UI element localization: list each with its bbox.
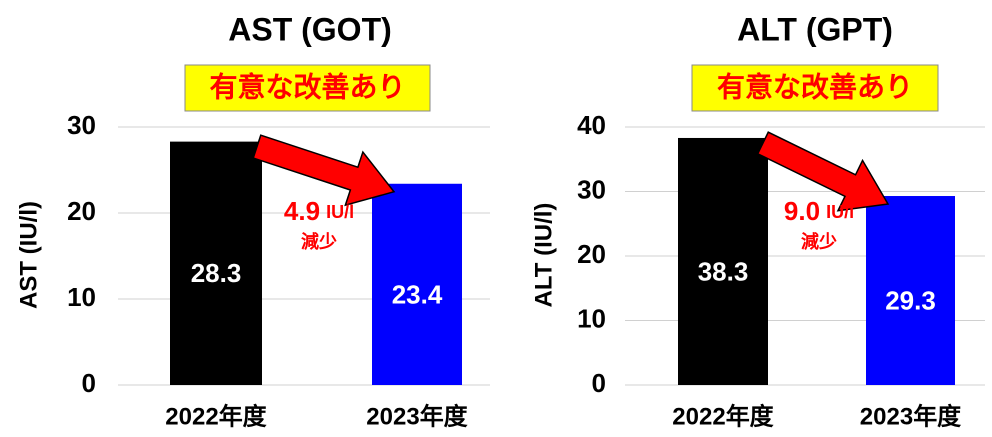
difference: 9.0 IU/l — [784, 196, 854, 226]
x-tick-label: 2022年度 — [165, 402, 267, 430]
x-tick-label: 2023年度 — [366, 402, 468, 430]
difference-value: 4.9 — [284, 196, 320, 226]
arrow — [756, 131, 890, 212]
y-tick-label: 20 — [577, 239, 606, 269]
y-tick-label: 40 — [577, 110, 606, 140]
difference-unit: IU/l — [826, 202, 854, 222]
difference: 4.9 IU/l — [284, 196, 354, 226]
badge-text: 有意な改善あり — [209, 70, 405, 102]
data-label: 29.3 — [885, 285, 936, 315]
data-label: 28.3 — [191, 258, 242, 288]
data-label: 23.4 — [392, 279, 443, 309]
badge-box — [184, 64, 431, 112]
y-tick-label: 0 — [592, 368, 606, 398]
badge-text: 有意な改善あり — [717, 70, 913, 102]
difference-note: 減少 — [301, 231, 337, 252]
difference-note: 減少 — [801, 231, 837, 252]
y-tick-label: 10 — [67, 282, 96, 312]
badge-box — [691, 64, 939, 112]
arrow — [252, 134, 396, 207]
chart-title: AST (GOT) — [228, 11, 392, 47]
x-tick-label: 2023年度 — [860, 402, 962, 430]
bar — [866, 196, 955, 385]
x-tick-label: 2022年度 — [672, 402, 774, 430]
y-axis-label: AST (IU/l) — [15, 201, 42, 309]
y-tick-label: 30 — [577, 174, 606, 204]
bar — [678, 137, 768, 385]
difference-value: 9.0 — [784, 196, 820, 226]
chart-title: ALT (GPT) — [737, 11, 893, 47]
bar — [372, 183, 462, 385]
data-label: 38.3 — [698, 256, 749, 286]
y-tick-label: 20 — [67, 196, 96, 226]
y-tick-label: 10 — [577, 303, 606, 333]
y-axis-label: ALT (IU/l) — [530, 203, 557, 308]
y-tick-label: 0 — [82, 368, 96, 398]
bar — [170, 141, 262, 385]
difference-unit: IU/l — [326, 202, 354, 222]
y-tick-label: 30 — [67, 110, 96, 140]
